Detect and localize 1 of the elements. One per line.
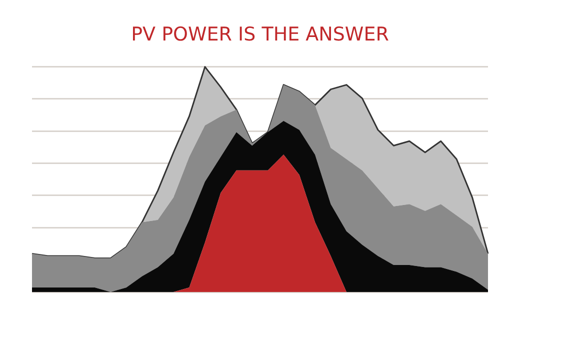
chart-title: PV POWER IS THE ANSWER	[131, 23, 389, 46]
